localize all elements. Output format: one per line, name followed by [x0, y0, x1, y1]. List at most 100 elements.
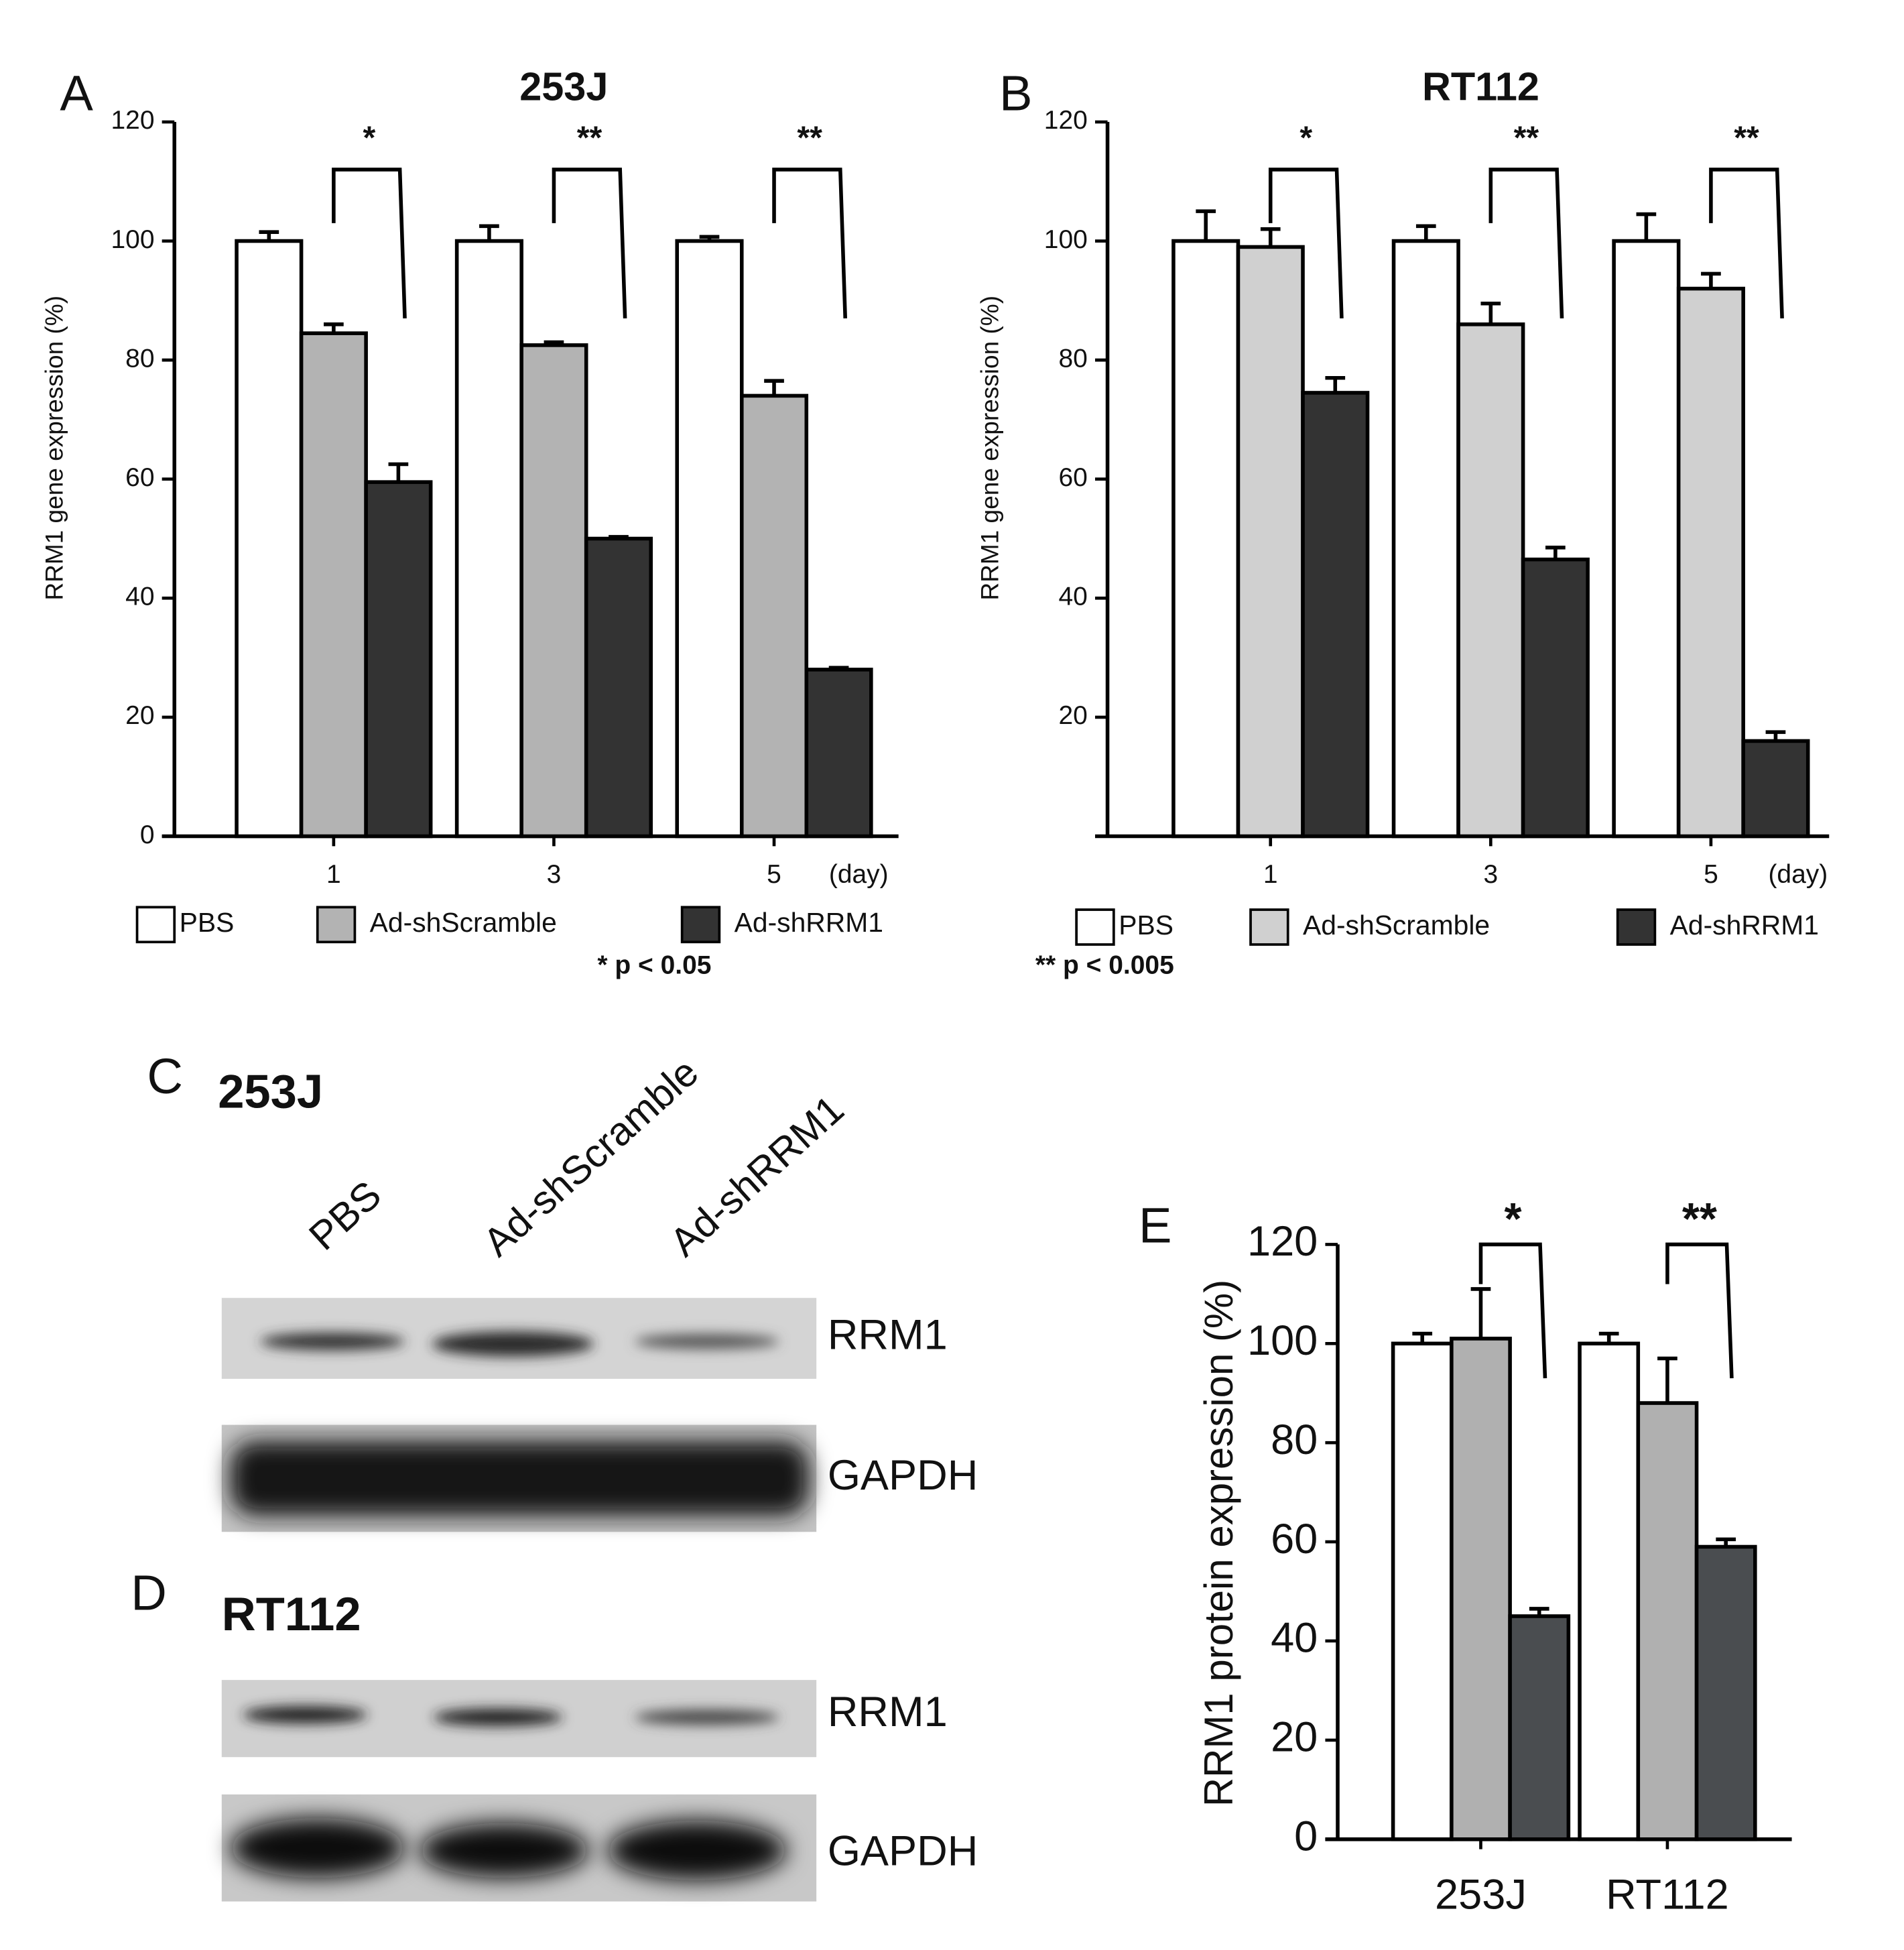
bar [1391, 239, 1460, 839]
significance-bracket [1709, 168, 1784, 319]
x-tick-label: 3 [1483, 860, 1498, 889]
panel-letter: A [60, 65, 93, 121]
blot-title: 253J [218, 1064, 323, 1117]
bar [519, 343, 588, 839]
bar [299, 331, 368, 839]
blot-row-label: GAPDH [828, 1828, 978, 1875]
significance-mark: ** [797, 119, 822, 156]
bar [739, 393, 809, 839]
blot-row-label: GAPDH [828, 1452, 978, 1499]
y-tick-label: 0 [1294, 1813, 1318, 1860]
legend-label: Ad-shScramble [370, 907, 557, 938]
error-bar [609, 535, 629, 539]
y-axis-label: RRM1 protein expression (%) [1196, 1280, 1241, 1807]
y-tick-label: 60 [125, 463, 154, 492]
significance-bracket [1488, 168, 1564, 319]
error-bar [699, 235, 720, 241]
y-tick-label: 100 [1044, 225, 1088, 254]
bar [364, 480, 433, 839]
x-tick-label: 5 [1704, 860, 1718, 889]
error-bar [1636, 212, 1657, 241]
significance-mark: * [1504, 1195, 1521, 1244]
significance-bracket [332, 168, 407, 319]
y-tick-label: 20 [1058, 701, 1087, 730]
bar [1578, 1341, 1641, 1841]
significance-bracket [1268, 168, 1344, 319]
lane-label: Ad-shRRM1 [661, 1087, 852, 1265]
x-tick-label: RT112 [1606, 1872, 1729, 1918]
error-bar [479, 224, 499, 241]
legend-swatch [1249, 908, 1289, 946]
footnote: * p < 0.05 [597, 951, 711, 980]
footnote: ** p < 0.005 [1035, 951, 1174, 980]
legend-label: PBS [1119, 910, 1173, 940]
legend-label: Ad-shRRM1 [735, 907, 883, 938]
y-tick-label: 120 [1044, 106, 1088, 135]
error-bar [1415, 224, 1436, 241]
bar [1676, 286, 1745, 839]
legend-swatch [1075, 908, 1115, 946]
error-bar [1716, 1537, 1736, 1547]
bar [1694, 1544, 1757, 1841]
bar [1450, 1337, 1512, 1841]
panel-letter: C [147, 1048, 183, 1104]
y-tick-label: 40 [125, 583, 154, 611]
bar [584, 536, 653, 839]
legend-label: Ad-shScramble [1303, 910, 1490, 940]
legend-swatch [135, 906, 176, 944]
y-tick-label: 20 [1271, 1714, 1318, 1761]
error-bar [764, 379, 784, 396]
bar [1301, 391, 1370, 839]
error-bar [828, 666, 849, 670]
error-bar [544, 340, 564, 345]
chart-title: RT112 [1422, 64, 1539, 109]
x-unit-label: (day) [1768, 860, 1828, 889]
x-tick-label: 253J [1435, 1872, 1527, 1918]
y-tick-label: 120 [111, 106, 155, 135]
error-bar [1598, 1331, 1619, 1344]
y-tick-label: 120 [1247, 1218, 1318, 1265]
x-tick-label: 1 [326, 860, 341, 889]
y-tick-label: 40 [1271, 1615, 1318, 1662]
y-tick-label: 20 [125, 701, 154, 730]
bar [1236, 245, 1305, 839]
significance-mark: ** [1514, 119, 1539, 156]
bar [454, 239, 523, 839]
error-bar [388, 462, 409, 483]
significance-bracket [1478, 1242, 1547, 1379]
x-tick-label: 3 [547, 860, 562, 889]
error-bar [1657, 1356, 1677, 1404]
bar [1521, 557, 1590, 839]
y-tick-label: 100 [111, 225, 155, 254]
y-tick-label: 40 [1058, 583, 1087, 611]
legend-label: PBS [180, 907, 235, 938]
blot-image [221, 1680, 817, 1902]
error-bar [1470, 1287, 1491, 1339]
significance-mark: * [363, 119, 376, 156]
blot-title: RT112 [222, 1587, 361, 1640]
significance-bracket [772, 168, 848, 319]
error-bar [1260, 227, 1281, 247]
y-axis-label: RRM1 gene expression (%) [40, 296, 68, 601]
y-tick-label: 0 [140, 820, 155, 849]
legend-swatch [316, 906, 357, 944]
y-tick-label: 60 [1058, 463, 1087, 492]
bar [1612, 239, 1681, 839]
legend-swatch [680, 906, 721, 944]
error-bar [1701, 271, 1721, 289]
legend-swatch [1616, 908, 1657, 946]
error-bar [1325, 375, 1346, 393]
significance-bracket [552, 168, 627, 319]
error-bar [1412, 1331, 1433, 1344]
y-tick-label: 60 [1271, 1516, 1318, 1563]
y-tick-label: 100 [1247, 1317, 1318, 1364]
x-tick-label: 5 [767, 860, 781, 889]
error-bar [1480, 301, 1501, 324]
bar [1391, 1341, 1454, 1841]
error-bar [1529, 1607, 1549, 1617]
significance-mark: ** [1734, 119, 1759, 156]
bar [1636, 1401, 1699, 1841]
panel-letter: B [999, 65, 1033, 121]
bar [1171, 239, 1241, 839]
